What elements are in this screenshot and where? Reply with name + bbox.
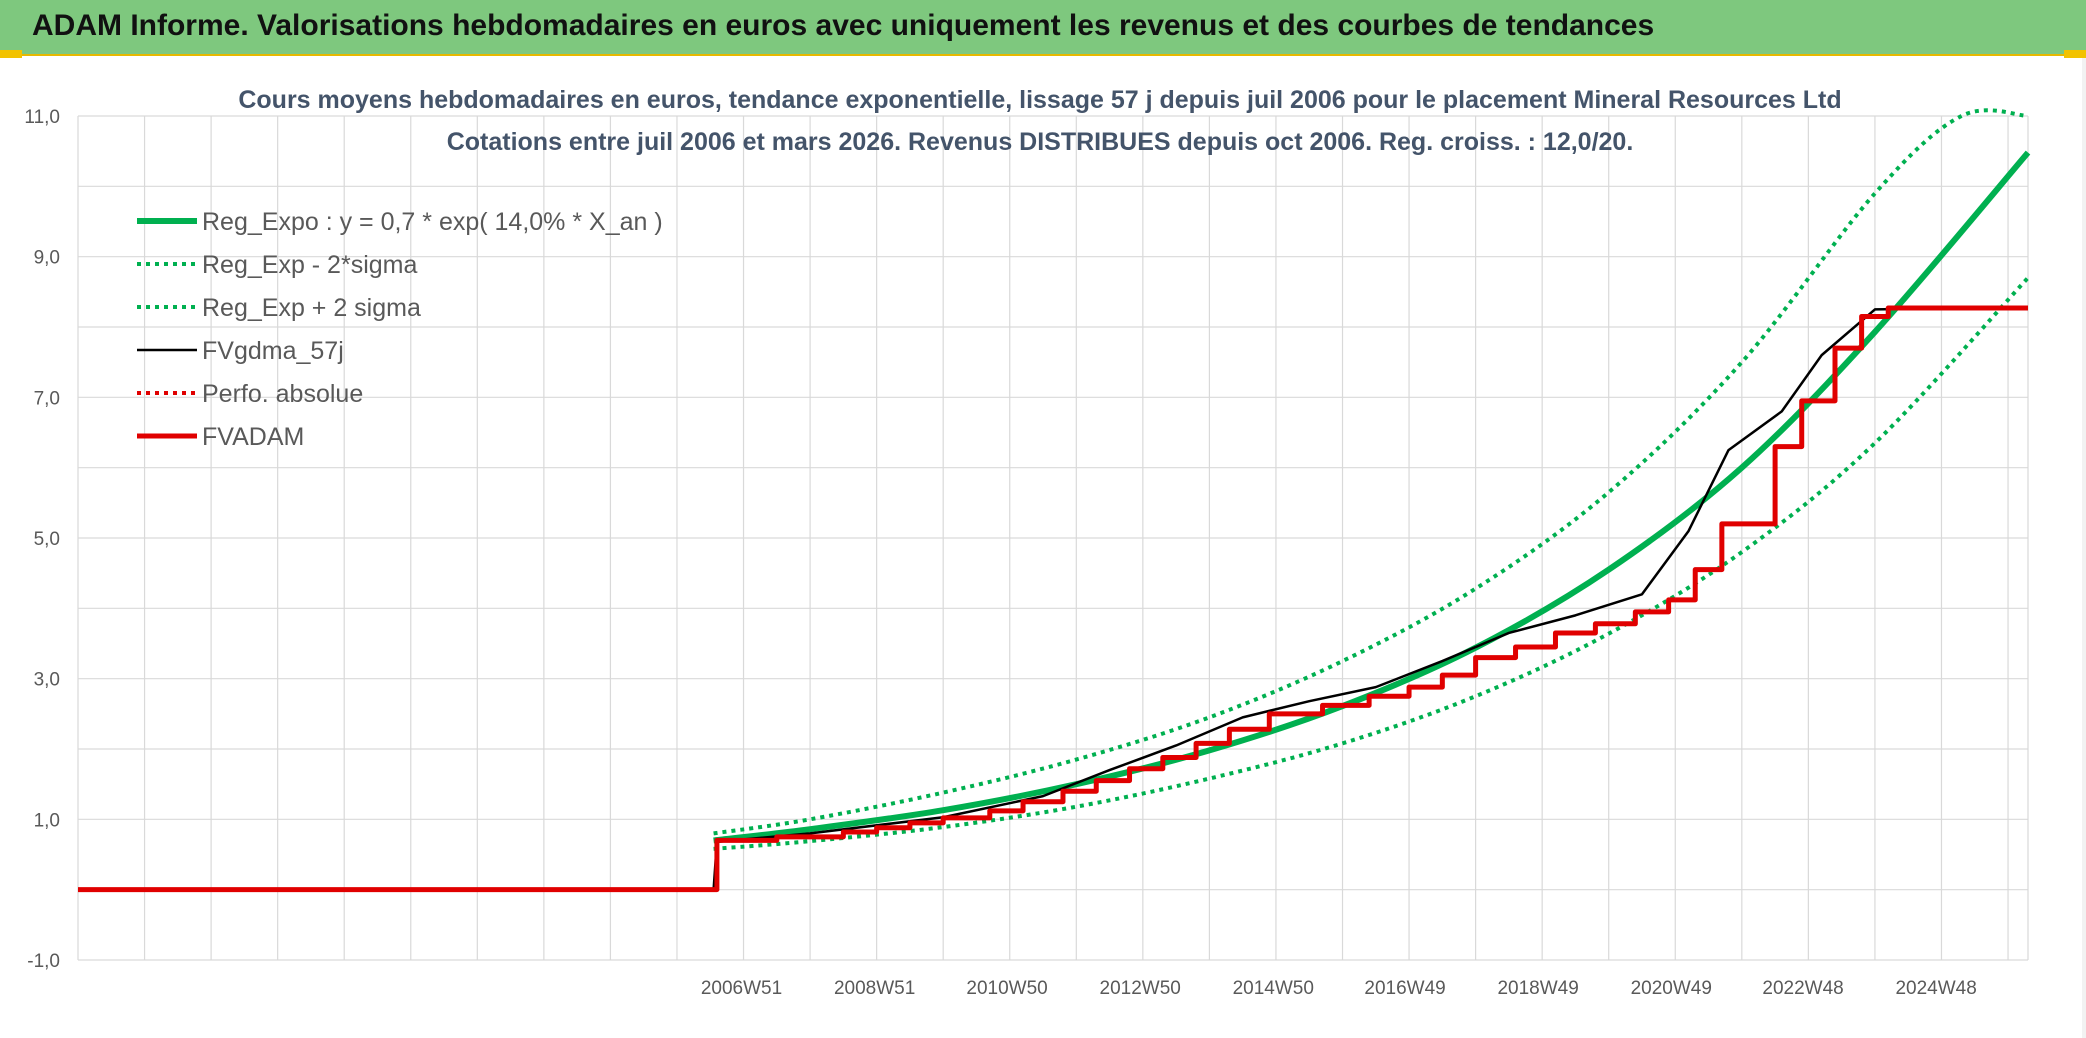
chart-subtitle-line1: Cours moyens hebdomadaires en euros, ten… (238, 86, 1841, 114)
x-tick-label: 2024W48 (1895, 978, 1976, 999)
y-axis: -1,0 1,0 3,0 5,0 7,0 9,0 11,0 (24, 107, 60, 972)
chart-area: Cours moyens hebdomadaires en euros, ten… (0, 58, 2086, 1038)
report-title: ADAM Informe. Valorisations hebdomadaire… (32, 9, 1655, 42)
legend: Reg_Expo : y = 0,7 * exp( 14,0% * X_an )… (137, 208, 663, 451)
corner-marker-left (0, 50, 22, 58)
legend-label: Reg_Exp + 2 sigma (202, 294, 421, 322)
x-axis: 2006W51 2008W51 2010W50 2012W50 2014W50 2016W… (701, 978, 1977, 999)
y-tick-label: 3,0 (34, 670, 60, 691)
series-line-0 (713, 150, 2031, 844)
x-tick-label: 2006W51 (701, 978, 782, 999)
x-tick-label: 2018W49 (1497, 978, 1578, 999)
y-tick-label: -1,0 (27, 951, 60, 972)
legend-label: Perfo. absolue (202, 380, 363, 408)
chart-subtitle-line2: Cotations entre juil 2006 et mars 2026. … (447, 128, 1634, 156)
x-tick-label: 2012W50 (1100, 978, 1181, 999)
x-tick-label: 2016W49 (1364, 978, 1445, 999)
report-banner: ADAM Informe. Valorisations hebdomadaire… (0, 0, 2086, 56)
series-line-5 (78, 305, 2028, 893)
legend-label: FVgdma_57j (202, 337, 344, 365)
x-tick-label: 2008W51 (834, 978, 915, 999)
x-tick-label: 2010W50 (966, 978, 1047, 999)
x-tick-label: 2022W48 (1762, 978, 1843, 999)
series-layer (78, 108, 2031, 893)
legend-label: FVADAM (202, 423, 304, 451)
series-line-1 (713, 276, 2030, 851)
y-tick-label: 9,0 (34, 248, 60, 269)
series-line-3 (78, 306, 2029, 891)
corner-marker-right (2064, 50, 2086, 58)
series-line-2 (713, 108, 2029, 836)
x-tick-label: 2014W50 (1233, 978, 1314, 999)
x-tick-label: 2020W49 (1631, 978, 1712, 999)
y-tick-label: 7,0 (34, 388, 60, 409)
line-chart: Cours moyens hebdomadaires en euros, ten… (24, 86, 2031, 999)
grid-lines (77, 115, 2029, 961)
legend-label: Reg_Expo : y = 0,7 * exp( 14,0% * X_an ) (202, 208, 663, 236)
y-tick-label: 5,0 (34, 529, 60, 550)
y-tick-label: 1,0 (34, 810, 60, 831)
legend-label: Reg_Exp - 2*sigma (202, 251, 417, 279)
y-tick-label: 11,0 (24, 107, 60, 128)
